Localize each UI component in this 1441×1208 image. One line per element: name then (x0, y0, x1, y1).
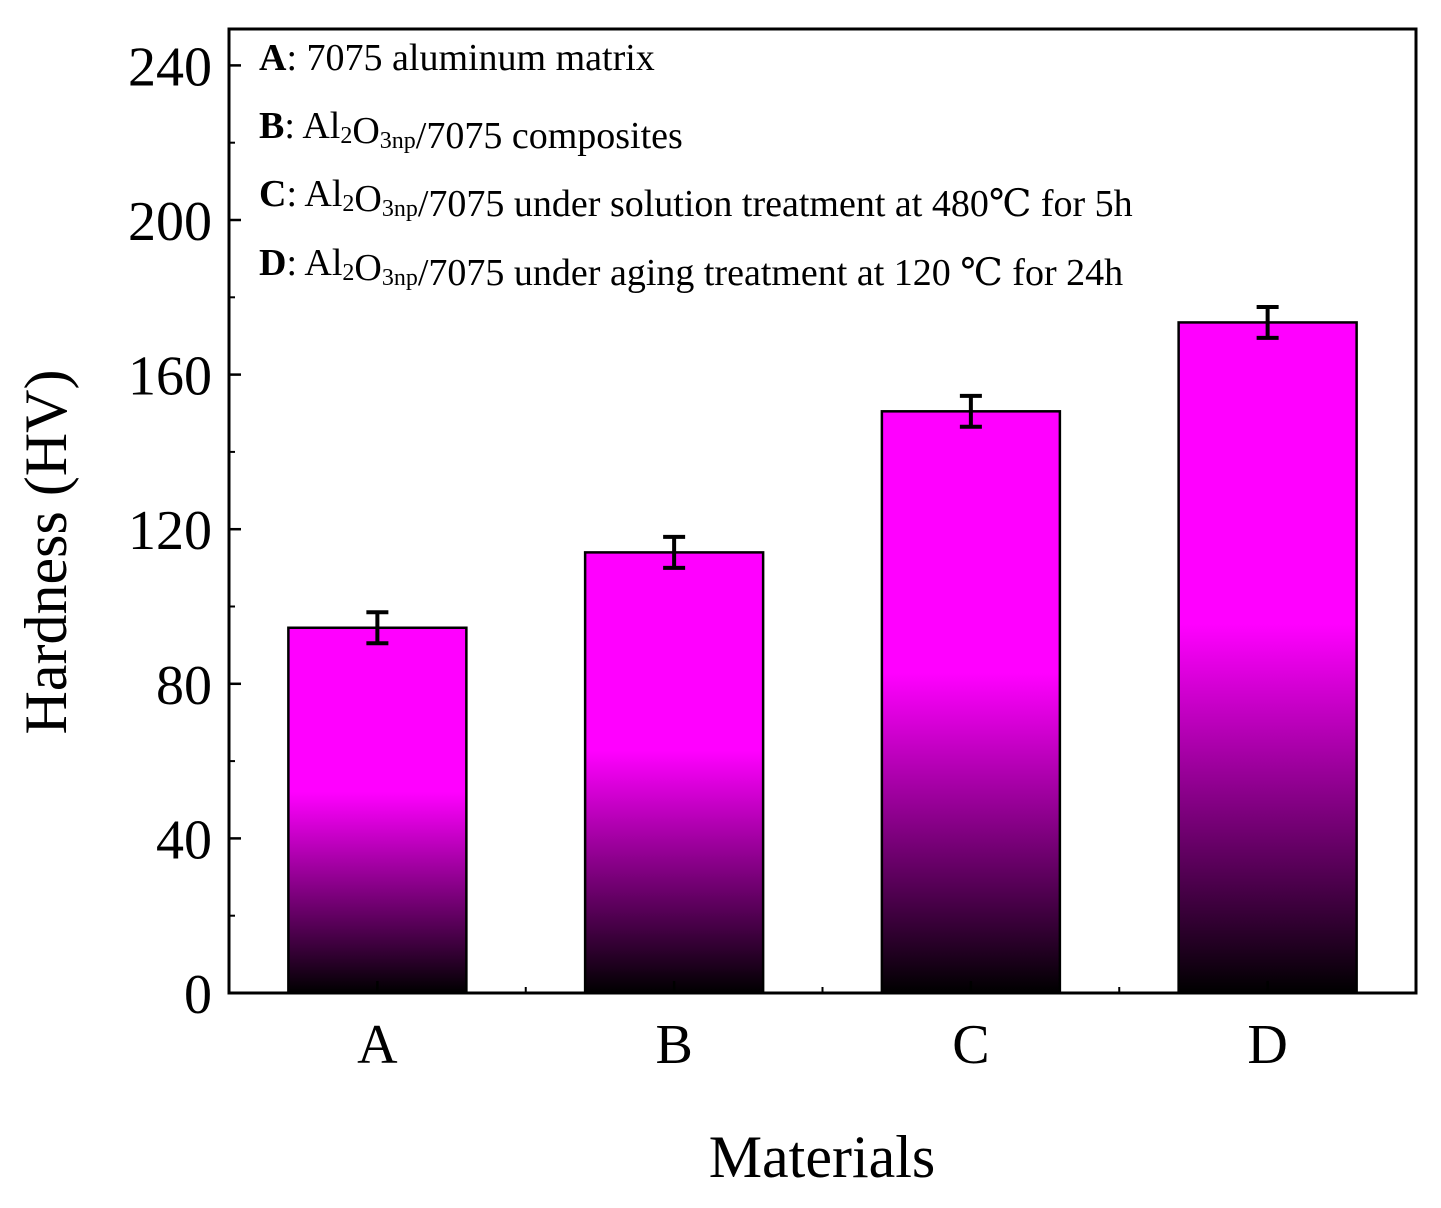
x-tick-label-C: C (952, 1014, 989, 1076)
bar-C (880, 410, 1062, 995)
x-axis-title: Materials (709, 1124, 936, 1190)
legend-subscript: 3np (382, 196, 418, 222)
x-tick-label-D: D (1247, 1014, 1287, 1076)
y-tick-label-160: 160 (128, 346, 212, 408)
legend-text-part: O (354, 178, 381, 220)
legend-text-part: 7075 aluminum matrix (307, 37, 655, 79)
x-tick-label-B: B (655, 1014, 692, 1076)
bar-D (1177, 321, 1358, 995)
x-axis-ticks: A B C D (357, 981, 1288, 1076)
bar-A (287, 626, 468, 995)
error-bars-layer (366, 304, 1279, 646)
legend-colon: : (284, 105, 302, 147)
y-tick-label-80: 80 (156, 655, 212, 717)
legend-text-part: Al (304, 173, 342, 215)
bars-layer (287, 321, 1358, 995)
legend-entry-D: D: Al2O3np/7075 under aging treatment at… (259, 242, 1123, 294)
y-tick-label-0: 0 (184, 964, 212, 1026)
legend-subscript: 2 (342, 260, 354, 286)
legend-text-part: /7075 composites (416, 115, 683, 157)
y-tick-label-200: 200 (128, 191, 212, 253)
bar-B (583, 551, 765, 995)
legend-key-C: C (259, 173, 286, 215)
y-axis-ticks: 0 40 80 120 160 200 240 (128, 36, 241, 1026)
legend-text-part: O (352, 110, 379, 152)
legend-colon: : (286, 37, 306, 79)
legend-colon: : (286, 242, 304, 284)
legend-text-part: /7075 under solution treatment at 480℃ f… (418, 183, 1133, 225)
x-tick-label-A: A (357, 1014, 398, 1076)
legend-text-part: O (354, 247, 381, 289)
legend-entry-A: A: 7075 aluminum matrix (259, 37, 655, 79)
legend-entry-B: B: Al2O3np/7075 composites (259, 105, 683, 157)
y-axis-title: Hardness (HV) (13, 370, 79, 735)
legend-subscript: 3np (380, 128, 416, 154)
y-tick-label-40: 40 (156, 809, 212, 871)
legend-text-part: Al (302, 105, 340, 147)
legend-subscript: 2 (340, 123, 352, 149)
legend-key-A: A (259, 37, 287, 79)
legend-colon: : (286, 173, 304, 215)
legend-text-part: /7075 under aging treatment at 120 ℃ for… (418, 252, 1123, 294)
legend-text-part: Al (304, 242, 342, 284)
legend-subscript: 3np (382, 265, 418, 291)
legend-subscript: 2 (342, 191, 354, 217)
legend-key-B: B (259, 105, 284, 147)
legend-entry-C: C: Al2O3np/7075 under solution treatment… (259, 173, 1133, 225)
y-tick-label-120: 120 (128, 500, 212, 562)
y-tick-label-240: 240 (128, 36, 212, 98)
legend-key-D: D (259, 242, 286, 284)
